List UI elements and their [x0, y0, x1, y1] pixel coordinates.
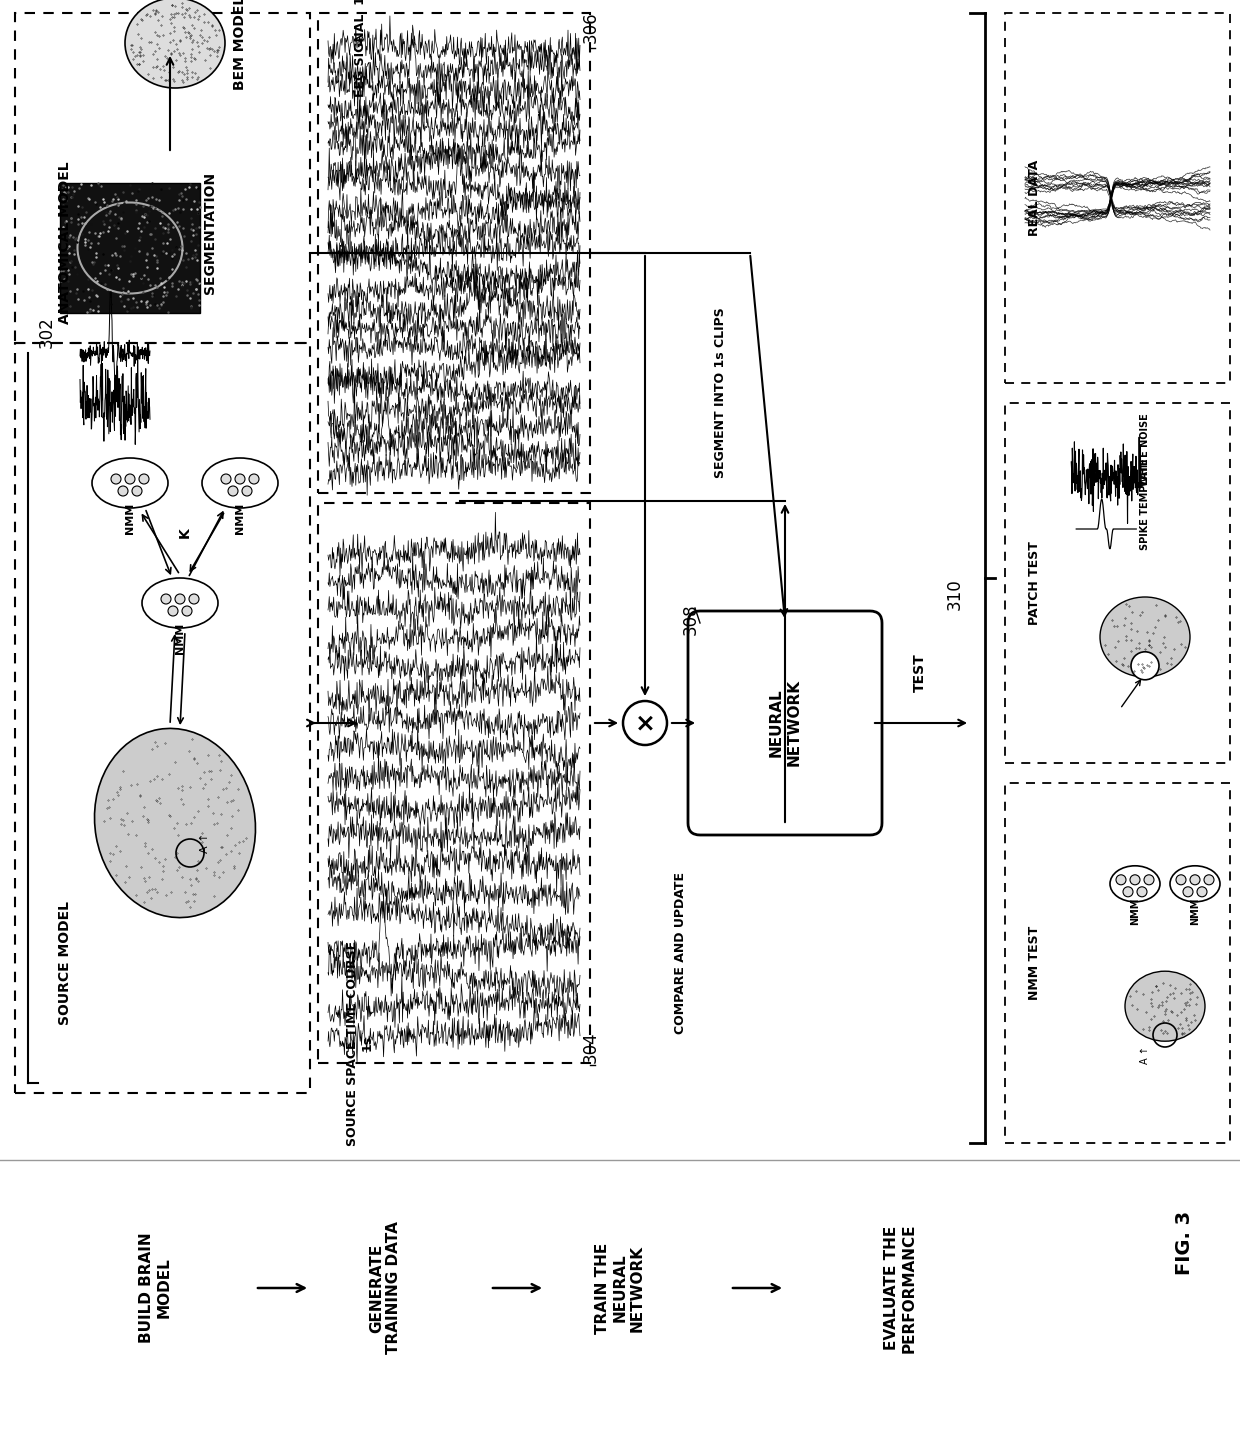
Bar [317, 13, 590, 494]
Circle shape [182, 606, 192, 616]
Ellipse shape [1171, 866, 1220, 902]
Text: NMM: NMM [175, 622, 185, 654]
Text: BEM MODEL: BEM MODEL [233, 0, 247, 89]
Circle shape [1130, 874, 1140, 885]
Circle shape [131, 486, 143, 496]
Circle shape [221, 473, 231, 483]
Text: 304: 304 [582, 1032, 600, 1063]
Bar [1004, 403, 1230, 763]
Bar [15, 343, 310, 1092]
Text: GENERATE
TRAINING DATA: GENERATE TRAINING DATA [368, 1222, 402, 1355]
Circle shape [188, 595, 198, 605]
Text: 308: 308 [682, 603, 701, 635]
Circle shape [1123, 887, 1133, 896]
Circle shape [622, 701, 667, 745]
Text: TRAIN THE
NEURAL
NETWORK: TRAIN THE NEURAL NETWORK [595, 1242, 645, 1333]
Text: EEG SIGNAL  1s: EEG SIGNAL 1s [353, 0, 367, 97]
Text: NMM TEST: NMM TEST [1028, 926, 1042, 1000]
Bar [60, 183, 200, 313]
Text: COMPARE AND UPDATE: COMPARE AND UPDATE [673, 872, 687, 1035]
Text: SOURCE SPACE TIME COURSE
1s: SOURCE SPACE TIME COURSE 1s [346, 941, 374, 1146]
Text: REAL DATA: REAL DATA [1028, 160, 1042, 237]
Circle shape [167, 606, 179, 616]
Bar [317, 504, 590, 1063]
Ellipse shape [125, 0, 224, 88]
Text: SEGMENT INTO 1s CLIPS: SEGMENT INTO 1s CLIPS [713, 307, 727, 479]
Text: WHITE NOISE: WHITE NOISE [1140, 414, 1149, 486]
Text: NMM: NMM [125, 502, 135, 534]
Ellipse shape [94, 729, 255, 918]
Text: ×: × [635, 711, 656, 734]
Text: FIG. 3: FIG. 3 [1176, 1211, 1194, 1276]
Circle shape [118, 486, 128, 496]
Circle shape [1145, 874, 1154, 885]
Ellipse shape [202, 457, 278, 508]
Text: ANATOMICAL MODEL: ANATOMICAL MODEL [58, 162, 72, 325]
Circle shape [139, 473, 149, 483]
Text: SPIKE TEMPLATE: SPIKE TEMPLATE [1140, 457, 1149, 550]
Circle shape [1190, 874, 1200, 885]
Circle shape [112, 473, 122, 483]
Text: SEGMENTATION: SEGMENTATION [203, 172, 217, 294]
Ellipse shape [1110, 866, 1159, 902]
Circle shape [175, 595, 185, 605]
Ellipse shape [1125, 971, 1205, 1042]
Text: NMM: NMM [1130, 898, 1140, 925]
Text: A ↑: A ↑ [200, 833, 210, 853]
Circle shape [1116, 874, 1126, 885]
Circle shape [1131, 652, 1159, 680]
Circle shape [1204, 874, 1214, 885]
Circle shape [249, 473, 259, 483]
Text: K: K [179, 528, 192, 538]
Bar [15, 13, 310, 343]
Ellipse shape [92, 457, 167, 508]
Text: NMM: NMM [1190, 898, 1200, 925]
Text: NEURAL
NETWORK: NEURAL NETWORK [769, 680, 801, 766]
Text: PATCH TEST: PATCH TEST [1028, 541, 1042, 625]
Text: A ↑: A ↑ [1140, 1046, 1149, 1063]
Text: 310: 310 [946, 579, 963, 610]
Circle shape [161, 595, 171, 605]
Bar [1004, 784, 1230, 1143]
Ellipse shape [1100, 597, 1190, 677]
Text: NMM: NMM [236, 502, 246, 534]
Text: 306: 306 [582, 12, 600, 43]
Bar [1004, 13, 1230, 382]
FancyBboxPatch shape [688, 610, 882, 835]
Text: TEST: TEST [913, 654, 928, 693]
Circle shape [125, 473, 135, 483]
Text: SOURCE MODEL: SOURCE MODEL [58, 900, 72, 1025]
Circle shape [1176, 874, 1185, 885]
Text: BUILD BRAIN
MODEL: BUILD BRAIN MODEL [139, 1232, 171, 1343]
Text: 302: 302 [38, 316, 56, 348]
Circle shape [1137, 887, 1147, 896]
Circle shape [1183, 887, 1193, 896]
Circle shape [228, 486, 238, 496]
Ellipse shape [143, 579, 218, 628]
Text: EVALUATE THE
PERFORMANCE: EVALUATE THE PERFORMANCE [884, 1224, 916, 1352]
Circle shape [1197, 887, 1207, 896]
Circle shape [242, 486, 252, 496]
Circle shape [236, 473, 246, 483]
